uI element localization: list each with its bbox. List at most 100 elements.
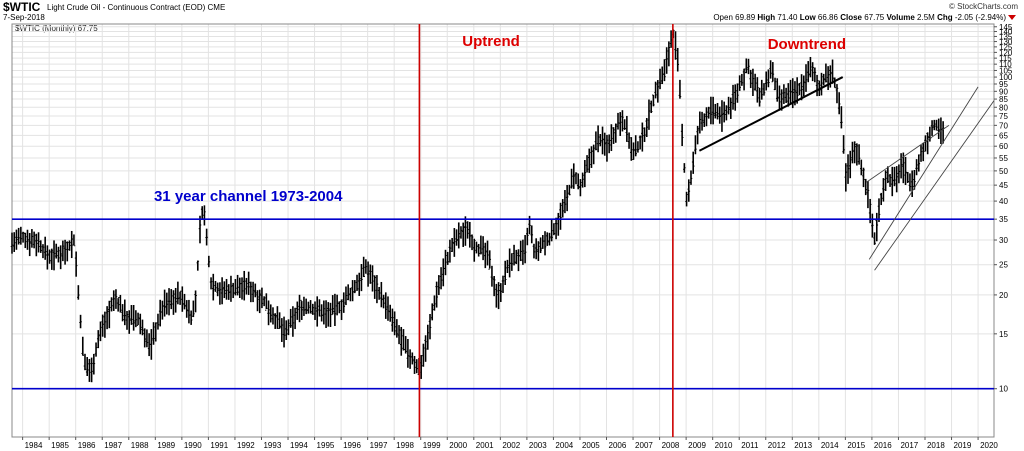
y-tick-label: 85 [999, 95, 1008, 104]
x-tick-label: 1992 [237, 441, 255, 450]
x-tick-label: 2017 [900, 441, 918, 450]
open-label: Open [713, 13, 733, 22]
y-tick-label: 65 [999, 131, 1008, 140]
low-value: 66.86 [817, 13, 838, 22]
trendline [868, 86, 979, 260]
symbol-title: $WTIC [3, 0, 41, 14]
x-tick-label: 2019 [954, 441, 972, 450]
price-bars [10, 29, 945, 383]
x-tick-label: 2015 [847, 441, 865, 450]
y-tick-label: 15 [999, 330, 1008, 339]
trendline [866, 124, 950, 183]
x-tick-label: 1993 [263, 441, 281, 450]
y-tick-label: 115 [999, 54, 1012, 63]
x-tick-label: 2014 [821, 441, 839, 450]
y-tick-label: 60 [999, 142, 1008, 151]
x-tick-label: 1996 [343, 441, 361, 450]
ohlc-summary: Open 69.89 High 71.40 Low 66.86 Close 67… [713, 13, 1006, 22]
y-tick-label: 70 [999, 121, 1008, 130]
chart-date: 7-Sep-2018 [3, 13, 45, 22]
y-tick-label: 145 [999, 23, 1013, 32]
x-tick-label: 2003 [529, 441, 547, 450]
x-tick-label: 2010 [715, 441, 733, 450]
y-tick-label: 100 [999, 73, 1013, 82]
series-legend: $WTIC (Monthly) 67.75 [15, 24, 98, 33]
x-tick-label: 1995 [317, 441, 335, 450]
overlays [12, 24, 995, 437]
open-value: 69.89 [735, 13, 756, 22]
y-tick-label: 35 [999, 215, 1008, 224]
x-tick-label: 2016 [874, 441, 892, 450]
x-tick-label: 1986 [78, 441, 96, 450]
y-tick-label: 10 [999, 385, 1008, 394]
x-tick-label: 1999 [423, 441, 441, 450]
chg-value: -2.05 (-2.94%) [954, 13, 1006, 22]
instrument-description: Light Crude Oil - Continuous Contract (E… [47, 3, 225, 12]
x-tick-label: 2009 [688, 441, 706, 450]
down-arrow-icon [1008, 15, 1016, 20]
x-tick-label: 2004 [555, 441, 573, 450]
y-axis: 1015202530354045505560657075808590951001… [994, 23, 1013, 394]
x-tick-label: 1989 [157, 441, 175, 450]
y-tick-label: 105 [999, 66, 1013, 75]
close-label: Close [840, 13, 862, 22]
x-tick-label: 1984 [25, 441, 43, 450]
x-tick-label: 2018 [927, 441, 945, 450]
x-tick-label: 1985 [51, 441, 69, 450]
x-axis: 1984 1985 1986 1987 1988 1989 1990 1991 1992 1993… [22, 437, 998, 450]
x-tick-label: 2008 [662, 441, 680, 450]
trendline [698, 76, 844, 152]
y-tick-label: 55 [999, 154, 1008, 163]
y-tick-label: 130 [999, 38, 1013, 47]
chg-label: Chg [937, 13, 953, 22]
annotation-label: Downtrend [768, 36, 846, 53]
x-tick-label: 2005 [582, 441, 600, 450]
x-tick-label: 1994 [290, 441, 308, 450]
x-tick-label: 1990 [184, 441, 202, 450]
y-tick-label: 80 [999, 103, 1008, 112]
plot-frame [11, 23, 995, 438]
x-tick-label: 1987 [104, 441, 122, 450]
x-tick-label: 2006 [609, 441, 627, 450]
y-tick-label: 90 [999, 87, 1008, 96]
y-tick-label: 40 [999, 197, 1008, 206]
low-label: Low [799, 13, 816, 22]
annotation-label: Uptrend [462, 33, 520, 50]
y-tick-label: 140 [999, 28, 1013, 37]
volume-value: 2.5M [917, 13, 935, 22]
exchange-text: CME [207, 3, 226, 12]
y-tick-label: 50 [999, 167, 1008, 176]
y-tick-label: 75 [999, 112, 1008, 121]
x-tick-label: 2002 [502, 441, 520, 450]
x-tick-label: 2011 [741, 441, 759, 450]
y-tick-label: 120 [999, 48, 1013, 57]
x-tick-label: 1991 [210, 441, 228, 450]
x-tick-label: 2000 [449, 441, 467, 450]
y-tick-label: 20 [999, 291, 1008, 300]
description-text: Light Crude Oil - Continuous Contract (E… [47, 3, 206, 12]
high-value: 71.40 [777, 13, 798, 22]
x-tick-label: 2013 [794, 441, 812, 450]
x-tick-label: 2001 [476, 441, 494, 450]
x-tick-label: 1988 [131, 441, 149, 450]
x-tick-label: 1997 [370, 441, 388, 450]
close-value: 67.75 [864, 13, 885, 22]
grid [12, 24, 994, 437]
x-tick-label: 2007 [635, 441, 653, 450]
y-tick-label: 110 [999, 60, 1012, 69]
annotation-label: 31 year channel 1973-2004 [154, 188, 343, 205]
x-tick-label: 2012 [768, 441, 786, 450]
y-tick-label: 45 [999, 181, 1008, 190]
y-tick-label: 30 [999, 236, 1008, 245]
annotations: Uptrend Downtrend 31 year channel 1973-200… [154, 33, 846, 205]
x-tick-label: 1998 [396, 441, 414, 450]
y-tick-label: 125 [999, 43, 1013, 52]
y-tick-label: 25 [999, 261, 1008, 270]
trendline [874, 100, 995, 271]
x-tick-label: 2020 [980, 441, 998, 450]
volume-label: Volume [886, 13, 915, 22]
brand-logo: © StockCharts.com [948, 2, 1018, 11]
high-label: High [757, 13, 776, 22]
y-tick-label: 95 [999, 80, 1008, 89]
